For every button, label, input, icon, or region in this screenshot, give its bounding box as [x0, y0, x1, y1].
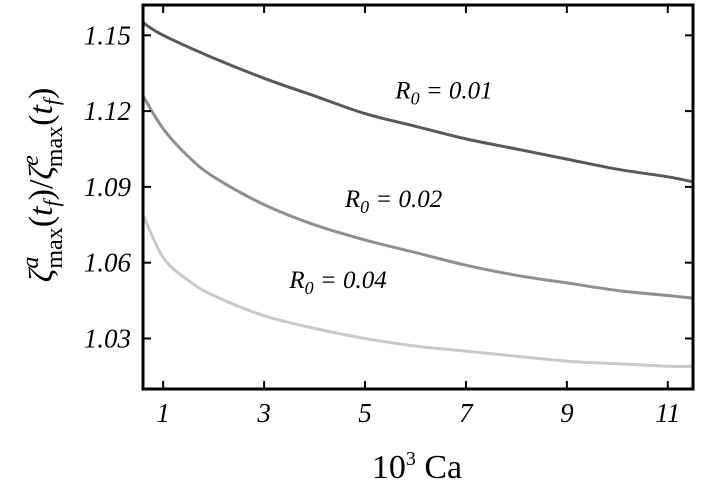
series-label-2: R0 = 0.02: [344, 186, 442, 217]
series-line-3: [141, 214, 694, 368]
series-label-1: R0 = 0.01: [394, 77, 492, 108]
y-axis-ticks: 1.03 1.06 1.09 1.12 1.15: [84, 20, 693, 353]
x-tick-label-5: 5: [358, 398, 372, 428]
y-tick-label-1.06: 1.06: [84, 248, 132, 278]
series-line-1: [142, 21, 694, 184]
y-tick-label-1.15: 1.15: [84, 20, 131, 50]
y-tick-label-1.12: 1.12: [84, 96, 131, 126]
series-lines: [141, 21, 694, 368]
series-line-2: [141, 95, 694, 300]
series-annotations: R0 = 0.01 R0 = 0.02 R0 = 0.04: [288, 77, 492, 297]
plot-frame: [141, 3, 695, 391]
x-tick-label-9: 9: [560, 398, 574, 428]
y-axis-title: ζamax(tf)/ζemax(tf): [18, 88, 68, 283]
y-tick-label-1.03: 1.03: [84, 323, 131, 353]
x-axis-title: 103 Ca: [372, 448, 462, 486]
x-tick-label-1: 1: [156, 398, 170, 428]
series-label-3: R0 = 0.04: [288, 267, 386, 298]
x-tick-label-7: 7: [459, 398, 474, 428]
y-tick-label-1.09: 1.09: [84, 172, 132, 202]
x-tick-label-11: 11: [655, 398, 680, 428]
x-axis-ticks: 1 3 5 7 9 11: [156, 5, 680, 428]
x-tick-label-3: 3: [256, 398, 271, 428]
